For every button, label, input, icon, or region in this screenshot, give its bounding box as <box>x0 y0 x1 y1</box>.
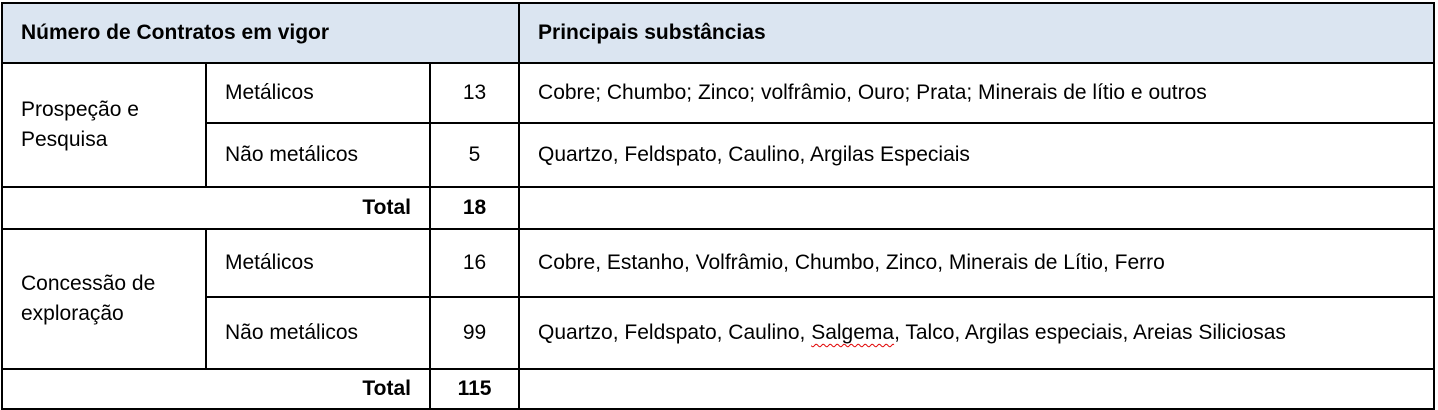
total-row: Total 18 <box>1 186 1435 230</box>
header-substances: Principais substâncias <box>518 2 1435 64</box>
type-cell: Metálicos <box>205 62 431 124</box>
total-row: Total 115 <box>1 368 1435 410</box>
substances-cell: Cobre; Chumbo; Zinco; volfrâmio, Ouro; P… <box>518 62 1435 124</box>
table-row: Não metálicos 5 Quartzo, Feldspato, Caul… <box>2 122 1435 188</box>
table-row: Concessão de exploração Metálicos 16 Cob… <box>1 228 1435 370</box>
substances-text: , Talco, Argilas especiais, Areias Silic… <box>894 321 1286 344</box>
table-row: Prospeção e Pesquisa Metálicos 13 Cobre;… <box>1 62 1435 188</box>
spellcheck-flagged-word[interactable]: Salgema <box>811 321 895 344</box>
count-cell: 5 <box>428 122 521 188</box>
empty-cell <box>518 368 1435 410</box>
header-contracts: Número de Contratos em vigor <box>0 2 521 64</box>
count-cell: 13 <box>428 62 521 124</box>
type-cell: Não metálicos <box>205 296 431 370</box>
count-cell: 99 <box>428 296 521 370</box>
total-value: 18 <box>428 186 521 230</box>
empty-cell <box>518 186 1435 230</box>
substances-cell: Quartzo, Feldspato, Caulino, Salgema, Ta… <box>518 296 1435 370</box>
type-cell: Não metálicos <box>205 122 431 188</box>
group-label: Prospeção e Pesquisa <box>1 62 207 188</box>
substances-text: Quartzo, Feldspato, Caulino, <box>538 321 812 344</box>
substances-cell: Cobre, Estanho, Volfrâmio, Chumbo, Zinco… <box>518 228 1435 298</box>
type-cell: Metálicos <box>205 228 431 298</box>
total-label: Total <box>1 368 431 410</box>
total-label: Total <box>1 186 431 230</box>
header-row: Número de Contratos em vigor Principais … <box>0 2 1435 64</box>
total-value: 115 <box>428 368 521 410</box>
table-row: Não metálicos 99 Quartzo, Feldspato, Cau… <box>2 296 1435 370</box>
group-label: Concessão de exploração <box>1 228 207 370</box>
substances-cell: Quartzo, Feldspato, Caulino, Argilas Esp… <box>518 122 1435 188</box>
count-cell: 16 <box>428 228 521 298</box>
